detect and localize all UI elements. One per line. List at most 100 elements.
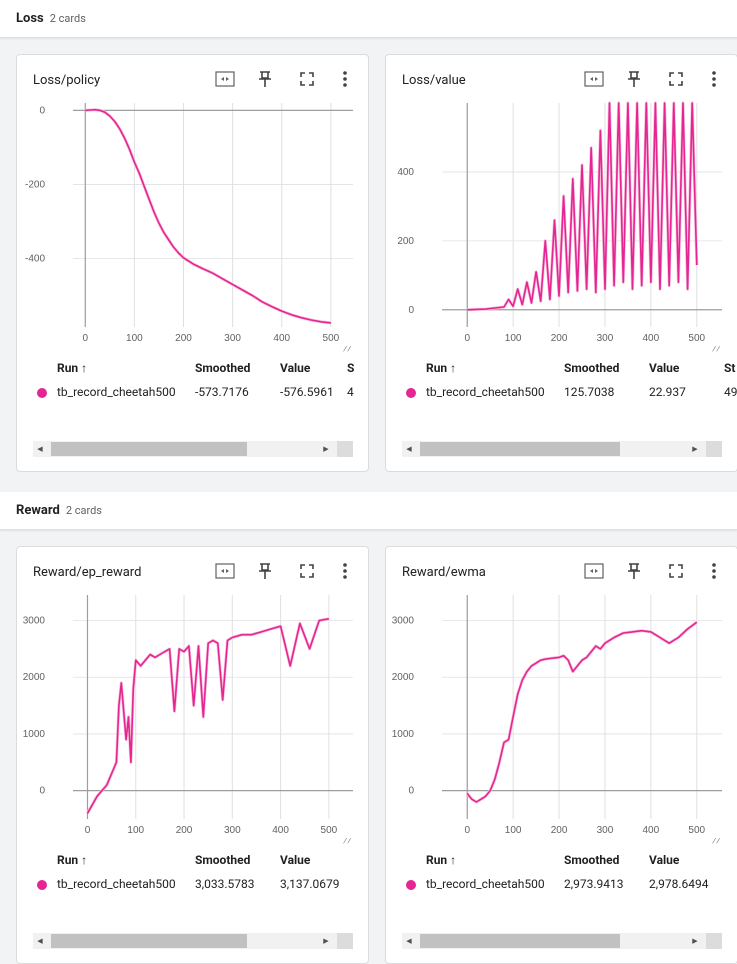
group-title: Loss (16, 11, 44, 26)
card-title: Reward/ewma (402, 565, 486, 580)
fit-domain-icon (584, 563, 604, 579)
series-raw-line (466, 620, 698, 804)
pin-icon (628, 71, 640, 87)
group-header-reward[interactable]: Reward 2 cards (0, 492, 737, 530)
run-column-header[interactable]: Run ↑ (426, 853, 457, 867)
more-menu-button[interactable] (333, 67, 357, 91)
card-title: Loss/value (402, 73, 466, 88)
card-title: Reward/ep_reward (33, 565, 142, 580)
scalar-card-reward-ewma: Reward/ewma 0 100 200 300 400 500 0 1000 2000 300… (385, 546, 737, 964)
y-tick-label: 0 (408, 786, 414, 797)
more-menu-button[interactable] (702, 67, 726, 91)
x-tick-label: 300 (224, 333, 241, 344)
resize-handle[interactable] (706, 441, 722, 457)
smoothed-column-header[interactable]: Smoothed (195, 853, 251, 867)
scroll-right-arrow[interactable]: ▶ (323, 445, 329, 453)
smoothed-column-header[interactable]: Smoothed (195, 361, 251, 375)
series-smoothed-line (467, 102, 698, 311)
pin-icon (259, 71, 271, 87)
fit-domain-button[interactable] (213, 67, 237, 91)
resize-handle[interactable] (706, 933, 722, 949)
run-name: tb_record_cheetah500 (57, 385, 176, 399)
line-chart[interactable]: 0 100 200 300 400 500 0 1000 2000 3000 (17, 593, 369, 849)
scalar-card-loss-value: Loss/value 0 100 200 300 400 500 0 200 400 ⁄⁄ Ru (385, 54, 737, 472)
scroll-thumb[interactable] (51, 442, 247, 456)
line-chart[interactable]: 0 100 200 300 400 500 0 -200 -400 (17, 101, 369, 357)
y-tick-label: 400 (397, 167, 414, 178)
table-row: tb_record_cheetah500 125.7038 22.937 49 (402, 385, 737, 401)
horizontal-scrollbar[interactable]: ◀ ▶ (33, 933, 353, 949)
value-column-header[interactable]: Value (280, 853, 311, 867)
pin-button[interactable] (253, 559, 277, 583)
scroll-thumb[interactable] (51, 934, 247, 948)
value-column-header[interactable]: Value (280, 361, 311, 375)
fullscreen-icon (669, 72, 683, 86)
pin-button[interactable] (622, 559, 646, 583)
scroll-right-arrow[interactable]: ▶ (692, 937, 698, 945)
smoothed-column-header[interactable]: Smoothed (564, 361, 620, 375)
smoothed-value: 2,973.9413 (564, 877, 624, 891)
x-tick-label: 100 (505, 825, 522, 836)
chart-resize-mark: ⁄⁄ (343, 345, 352, 355)
group-title: Reward (16, 503, 60, 518)
y-tick-label: 0 (408, 305, 414, 316)
run-column-header[interactable]: Run ↑ (426, 361, 457, 375)
smoothed-column-header[interactable]: Smoothed (564, 853, 620, 867)
run-column-header[interactable]: Run ↑ (57, 361, 88, 375)
more-vert-icon (712, 71, 716, 87)
fit-domain-icon (584, 71, 604, 87)
y-tick-label: 2000 (23, 672, 46, 683)
scroll-left-arrow[interactable]: ◀ (406, 937, 412, 945)
x-tick-label: 0 (85, 825, 91, 836)
fullscreen-button[interactable] (295, 67, 319, 91)
x-tick-label: 300 (224, 825, 241, 836)
resize-handle[interactable] (337, 933, 353, 949)
chart-resize-mark: ⁄⁄ (712, 345, 721, 355)
line-chart[interactable]: 0 100 200 300 400 500 0 200 400 (386, 101, 737, 357)
fullscreen-button[interactable] (664, 559, 688, 583)
smoothed-value: 125.7038 (564, 385, 615, 399)
resize-handle[interactable] (337, 441, 353, 457)
line-chart[interactable]: 0 100 200 300 400 500 0 1000 2000 3000 (386, 593, 737, 849)
x-tick-label: 400 (272, 825, 289, 836)
scroll-right-arrow[interactable]: ▶ (692, 445, 698, 453)
fit-domain-button[interactable] (213, 559, 237, 583)
fullscreen-button[interactable] (295, 559, 319, 583)
x-tick-label: 100 (505, 333, 522, 344)
more-menu-button[interactable] (702, 559, 726, 583)
pin-icon (628, 563, 640, 579)
more-menu-button[interactable] (333, 559, 357, 583)
x-tick-label: 0 (82, 333, 88, 344)
step-column-header[interactable]: St (724, 361, 736, 375)
group-header-loss[interactable]: Loss 2 cards (0, 0, 737, 38)
raw-value: 22.937 (649, 385, 686, 399)
smoothed-value: 3,033.5783 (195, 877, 255, 891)
horizontal-scrollbar[interactable]: ◀ ▶ (402, 441, 722, 457)
raw-value: 2,978.6494 (649, 877, 709, 891)
step-column-header[interactable]: S (347, 361, 355, 375)
pin-button[interactable] (253, 67, 277, 91)
run-column-header[interactable]: Run ↑ (57, 853, 88, 867)
fit-domain-button[interactable] (582, 67, 606, 91)
step-value: 4 (347, 385, 354, 399)
horizontal-scrollbar[interactable]: ◀ ▶ (402, 933, 722, 949)
horizontal-scrollbar[interactable]: ◀ ▶ (33, 441, 353, 457)
fit-domain-icon (215, 71, 235, 87)
scroll-thumb[interactable] (420, 442, 620, 456)
more-vert-icon (343, 71, 347, 87)
scroll-right-arrow[interactable]: ▶ (323, 937, 329, 945)
value-column-header[interactable]: Value (649, 853, 680, 867)
fit-domain-button[interactable] (582, 559, 606, 583)
fullscreen-icon (300, 564, 314, 578)
scroll-left-arrow[interactable]: ◀ (37, 937, 43, 945)
value-column-header[interactable]: Value (649, 361, 680, 375)
pin-button[interactable] (622, 67, 646, 91)
scroll-left-arrow[interactable]: ◀ (406, 445, 412, 453)
more-vert-icon (343, 563, 347, 579)
more-vert-icon (712, 563, 716, 579)
scroll-thumb[interactable] (420, 934, 620, 948)
fullscreen-button[interactable] (664, 67, 688, 91)
smoothed-value: -573.7176 (195, 385, 249, 399)
scroll-left-arrow[interactable]: ◀ (37, 445, 43, 453)
y-tick-label: 3000 (23, 616, 46, 627)
